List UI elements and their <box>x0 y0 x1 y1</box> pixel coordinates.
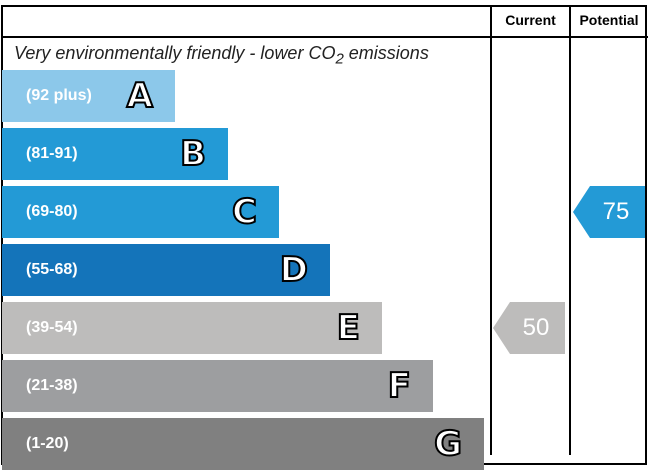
band-range: (69-80) <box>26 203 78 220</box>
band-range: (92 plus) <box>26 87 92 104</box>
potential-rating-arrow: 75 <box>573 186 645 238</box>
band-f: (21-38) F <box>2 360 433 412</box>
potential-column-divider <box>569 5 571 455</box>
band-letter: A <box>126 75 154 117</box>
band-letter: E <box>336 307 361 349</box>
current-header: Current <box>505 12 556 28</box>
band-range: (55-68) <box>26 261 78 278</box>
current-rating-value: 50 <box>522 314 550 341</box>
band-letter: D <box>279 249 309 291</box>
band-e: (39-54) E <box>2 302 382 354</box>
caption-text: Very environmentally friendly - lower CO <box>14 43 336 63</box>
band-d: (55-68) D <box>2 244 330 296</box>
band-a: (92 plus) A <box>2 70 175 122</box>
band-letter: B <box>179 133 207 175</box>
potential-header: Potential <box>579 12 639 28</box>
band-c: (69-80) C <box>2 186 279 238</box>
caption-text-end: emissions <box>343 43 429 63</box>
caption-subscript: 2 <box>335 50 344 68</box>
band-b: (81-91) B <box>2 128 228 180</box>
band-letter: G <box>433 423 463 465</box>
top-caption: Very environmentally friendly - lower CO… <box>14 43 429 68</box>
current-column-divider <box>490 5 492 455</box>
current-rating-arrow: 50 <box>493 302 565 354</box>
band-range: (21-38) <box>26 377 78 394</box>
header-divider <box>1 36 648 38</box>
band-range: (39-54) <box>26 319 78 336</box>
band-letter: F <box>387 365 412 407</box>
band-range: (81-91) <box>26 145 78 162</box>
band-range: (1-20) <box>26 435 69 452</box>
band-letter: C <box>231 191 258 233</box>
potential-rating-value: 75 <box>602 198 630 225</box>
band-g: (1-20) G <box>2 418 484 470</box>
